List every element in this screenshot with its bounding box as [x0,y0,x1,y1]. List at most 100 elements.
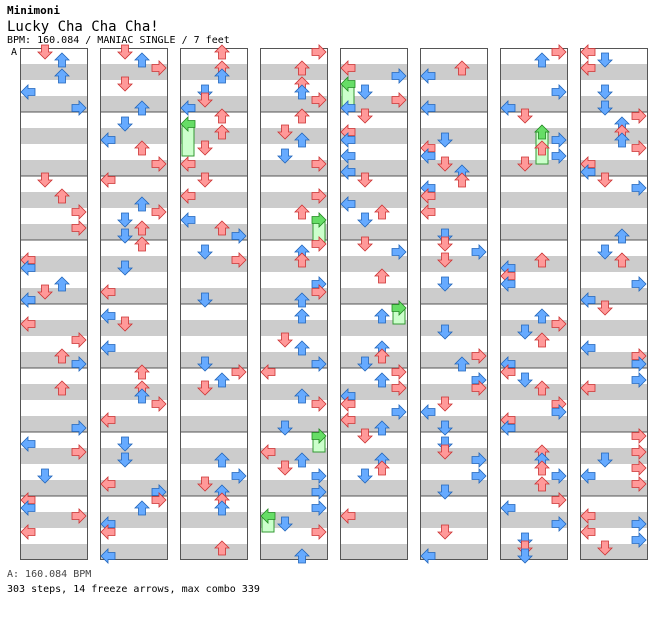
beat-stripe [500,288,568,304]
step-arrow [214,220,230,236]
chart-column [180,44,248,560]
beat-stripe [420,128,488,144]
beat-stripe [180,288,248,304]
step-arrow [437,524,453,540]
beat-stripe [100,512,168,528]
beat-stripe [260,160,328,176]
step-arrow [197,92,213,108]
step-arrow [580,468,596,484]
step-arrow [134,388,150,404]
step-arrow [631,516,647,532]
step-arrow [534,252,550,268]
freeze-arrow [311,212,327,228]
beat-stripe [260,544,328,560]
beat-stripe [100,480,168,496]
step-arrow [471,348,487,364]
beat-stripe [500,224,568,240]
step-arrow [311,284,327,300]
bpm-summary: A: 160.084 BPM [7,569,92,580]
column-border [20,48,88,560]
beat-stripe [180,352,248,368]
beat-stripe [20,256,88,272]
beat-stripe [100,416,168,432]
column-border [260,48,328,560]
step-arrow [580,60,596,76]
beat-stripe [420,544,488,560]
step-arrow [277,332,293,348]
beat-stripe [260,320,328,336]
step-arrow [597,540,613,556]
step-arrow [631,428,647,444]
beat-stripe [580,224,648,240]
step-arrow [134,236,150,252]
step-arrow [100,340,116,356]
step-arrow [631,108,647,124]
freeze-arrow [391,300,407,316]
beat-stripe [20,448,88,464]
beat-stripe [580,320,648,336]
step-arrow [180,212,196,228]
step-arrow [500,500,516,516]
beat-stripe [500,416,568,432]
step-arrow [391,364,407,380]
step-arrow [357,468,373,484]
step-arrow [551,468,567,484]
step-arrow [37,284,53,300]
step-arrow [214,452,230,468]
step-arrow [54,380,70,396]
step-arrow [340,100,356,116]
step-arrow [517,108,533,124]
beat-stripe [420,352,488,368]
step-arrow [471,380,487,396]
beat-stripe [580,448,648,464]
beat-stripe [180,192,248,208]
beat-stripe [580,64,648,80]
step-arrow [294,108,310,124]
step-stats: 303 steps, 14 freeze arrows, max combo 3… [7,584,260,595]
beat-stripe [420,96,488,112]
step-arrow [597,244,613,260]
step-arrow [437,444,453,460]
step-arrow [597,172,613,188]
beat-stripe [180,512,248,528]
beat-stripe [420,256,488,272]
step-arrow [71,220,87,236]
step-arrow [631,276,647,292]
step-arrow [134,500,150,516]
step-arrow [231,468,247,484]
beat-stripe [500,192,568,208]
step-arrow [20,84,36,100]
step-arrow [437,484,453,500]
step-arrow [197,380,213,396]
beat-stripe [100,288,168,304]
step-arrow [437,236,453,252]
beat-stripe [20,160,88,176]
step-arrow [37,468,53,484]
step-arrow [631,372,647,388]
step-arrow [54,188,70,204]
beat-stripe [340,352,408,368]
step-arrow [437,324,453,340]
beat-stripe [20,480,88,496]
step-arrow [71,332,87,348]
beat-stripe [340,320,408,336]
beat-stripe [580,128,648,144]
step-arrow [374,420,390,436]
beat-stripe [260,288,328,304]
freeze-arrow [311,428,327,444]
beat-stripe [500,320,568,336]
beat-stripe [100,128,168,144]
step-arrow [534,308,550,324]
step-arrow [134,140,150,156]
step-arrow [134,52,150,68]
step-arrow [277,124,293,140]
step-arrow [134,364,150,380]
beat-stripe [340,128,408,144]
step-arrow [340,164,356,180]
column-border [500,48,568,560]
step-arrow [277,148,293,164]
step-arrow [551,84,567,100]
beat-stripe [20,128,88,144]
beat-stripe [580,416,648,432]
step-arrow [340,196,356,212]
